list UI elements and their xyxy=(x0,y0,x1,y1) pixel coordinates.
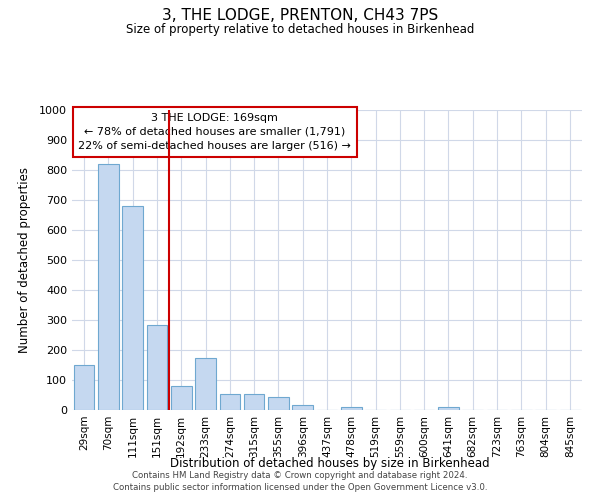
Bar xyxy=(74,365,94,410)
Bar xyxy=(292,404,313,410)
Text: Size of property relative to detached houses in Birkenhead: Size of property relative to detached ho… xyxy=(126,22,474,36)
Bar xyxy=(268,398,289,410)
Text: 3, THE LODGE, PRENTON, CH43 7PS: 3, THE LODGE, PRENTON, CH43 7PS xyxy=(162,8,438,22)
Bar xyxy=(146,324,167,410)
Bar xyxy=(220,394,240,410)
Text: Distribution of detached houses by size in Birkenhead: Distribution of detached houses by size … xyxy=(170,457,490,470)
Text: Contains HM Land Registry data © Crown copyright and database right 2024.
Contai: Contains HM Land Registry data © Crown c… xyxy=(113,471,487,492)
Y-axis label: Number of detached properties: Number of detached properties xyxy=(18,167,31,353)
Bar xyxy=(171,386,191,410)
Bar xyxy=(244,394,265,410)
Bar xyxy=(438,407,459,410)
Text: 3 THE LODGE: 169sqm
← 78% of detached houses are smaller (1,791)
22% of semi-det: 3 THE LODGE: 169sqm ← 78% of detached ho… xyxy=(79,113,351,151)
Bar xyxy=(98,164,119,410)
Bar xyxy=(195,358,216,410)
Bar xyxy=(341,407,362,410)
Bar xyxy=(122,206,143,410)
